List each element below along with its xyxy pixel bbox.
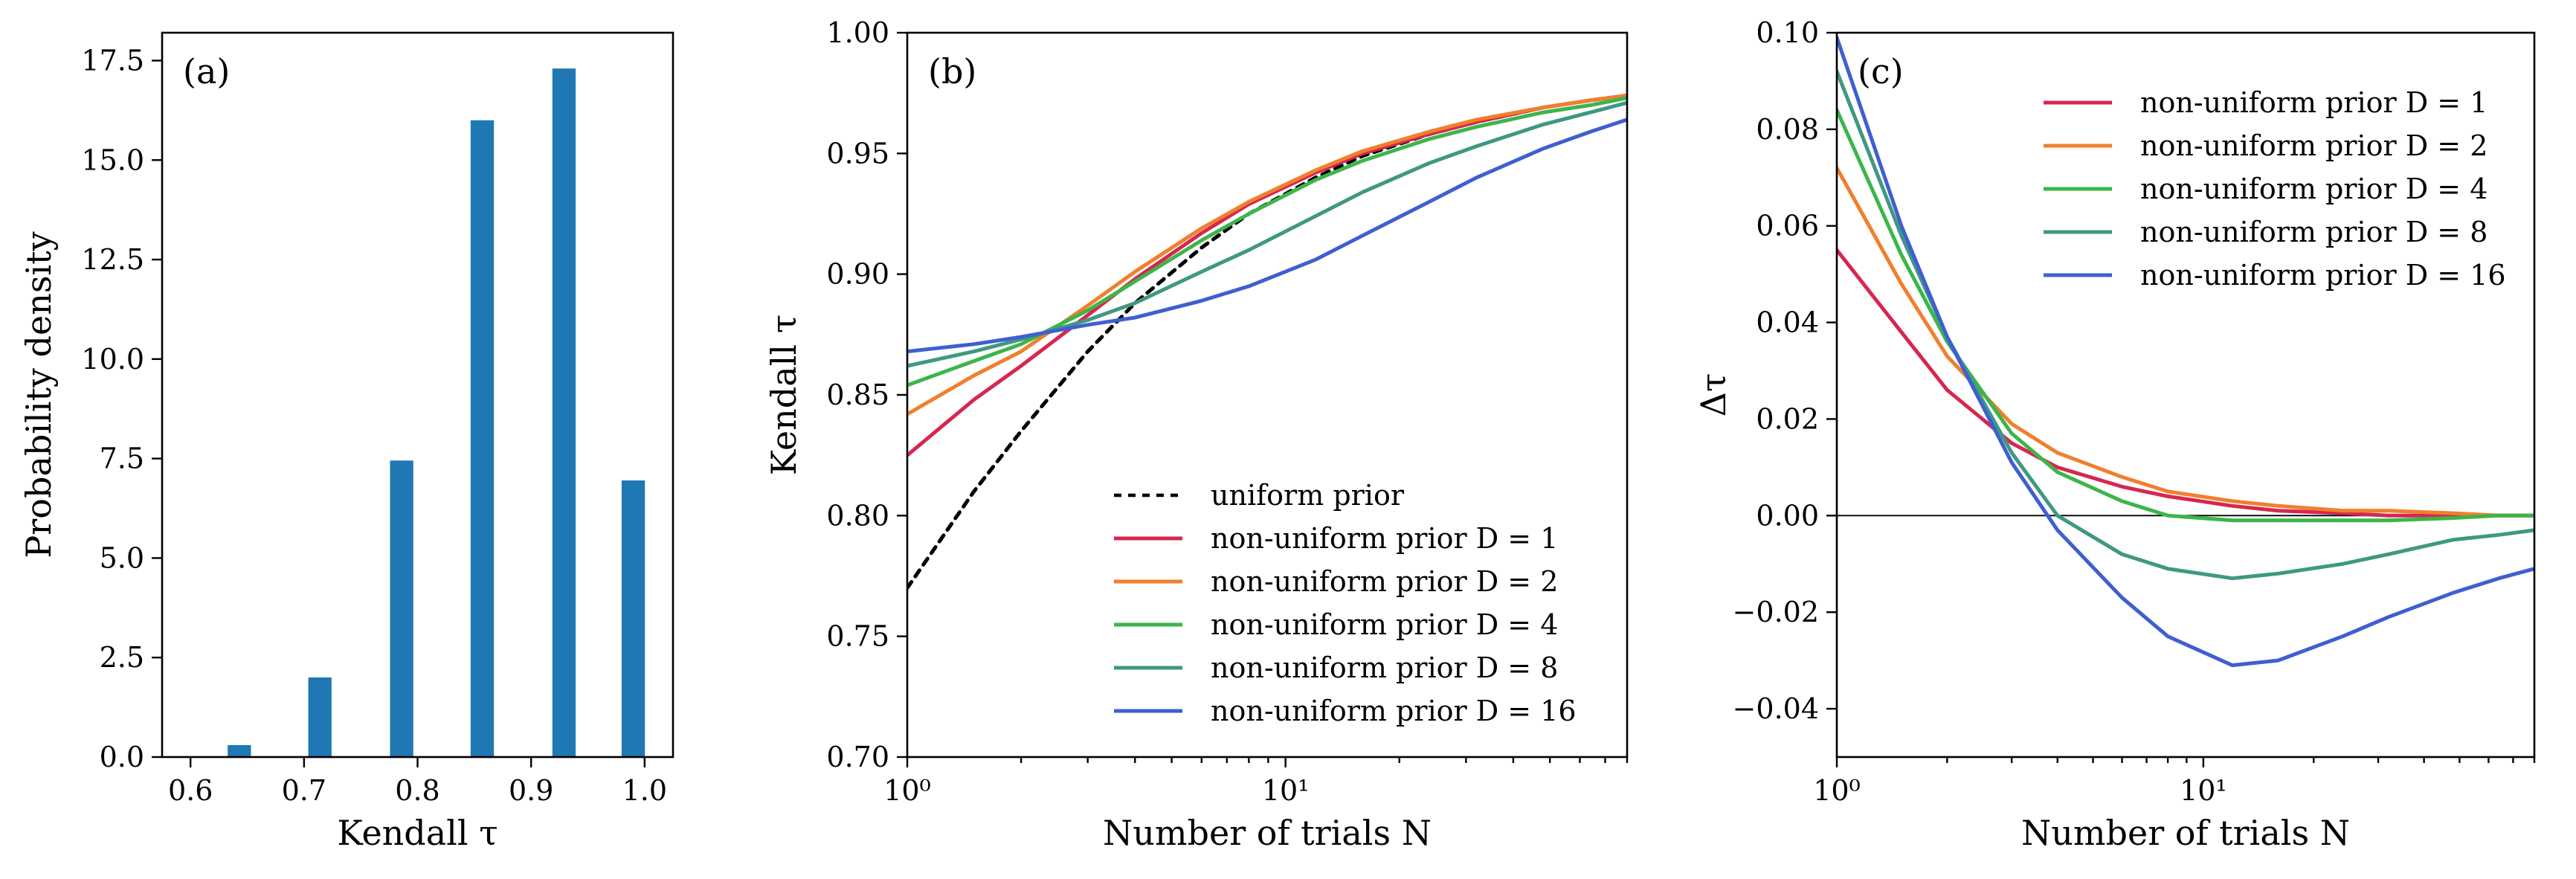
legend-label-non-uniform-prior-d-2: non-uniform prior D = 2 <box>2140 129 2488 162</box>
series-line-non-uniform-prior-d-2 <box>1837 166 2534 518</box>
y-tick-label: 0.90 <box>826 258 889 291</box>
panel-label: (b) <box>928 51 976 91</box>
legend: uniform prior non-uniform prior D = 1 non-… <box>1114 479 1577 727</box>
x-tick-label: 1.0 <box>622 774 667 807</box>
legend-label-uniform-prior: uniform prior <box>1211 479 1405 512</box>
x-tick-label: 0.9 <box>509 774 553 807</box>
y-tick-label: 0.85 <box>826 379 889 411</box>
panel-label: (c) <box>1858 51 1904 91</box>
series-line-non-uniform-prior-d-16 <box>907 117 1627 354</box>
series-line-non-uniform-prior-d-4 <box>907 96 1627 387</box>
bar-5 <box>552 68 576 757</box>
y-tick-label: 5.0 <box>100 541 144 574</box>
bar-6 <box>621 480 645 757</box>
y-tick-label: 0.0 <box>100 741 144 773</box>
plot-frame <box>161 31 674 759</box>
plot-frame <box>1835 31 2536 759</box>
series-line-non-uniform-prior-d-8 <box>907 100 1627 368</box>
x-tick-label: 0.8 <box>395 774 439 807</box>
y-axis-title: Probability density <box>19 231 59 558</box>
series-line-non-uniform-prior-d-1 <box>907 93 1627 457</box>
bar-3 <box>390 460 413 757</box>
y-tick-label: 17.5 <box>81 44 144 77</box>
x-tick-label: 0.7 <box>282 774 326 807</box>
legend-label-non-uniform-prior-d-1: non-uniform prior D = 1 <box>2140 86 2488 119</box>
series-line-non-uniform-prior-d-2 <box>907 93 1627 416</box>
y-tick-label: 7.5 <box>100 442 144 475</box>
y-tick-label: 0.80 <box>826 499 889 532</box>
y-axis-title: Δτ <box>1693 373 1733 417</box>
legend-label-non-uniform-prior-d-4: non-uniform prior D = 4 <box>2140 173 2488 205</box>
legend: non-uniform prior D = 1 non-uniform prior… <box>2044 86 2506 292</box>
x-tick-label: 10⁰ <box>1813 774 1861 807</box>
y-axis-title: Kendall τ <box>764 315 804 475</box>
series-line-non-uniform-prior-d-4 <box>1837 108 2534 523</box>
panel-label: (a) <box>183 51 230 91</box>
x-axis-title: Kendall τ <box>337 813 498 853</box>
y-tick-label: 0.70 <box>826 741 889 773</box>
legend-label-non-uniform-prior-d-16: non-uniform prior D = 16 <box>1211 695 1577 727</box>
bar-1 <box>228 744 251 757</box>
y-tick-label: 0.00 <box>1756 499 1819 532</box>
y-tick-label: 0.08 <box>1756 113 1819 146</box>
y-tick-label: 12.5 <box>81 243 144 276</box>
y-tick-label: 0.06 <box>1756 210 1819 242</box>
series-line-non-uniform-prior-d-1 <box>1837 248 2534 518</box>
legend-label-non-uniform-prior-d-1: non-uniform prior D = 1 <box>1211 522 1558 555</box>
chart-panel-1: 0.6 0.7 0.8 0.9 1.0 0.0 2.5 5.0 7.5 10.0 12.5 15.0 1… <box>19 31 674 853</box>
bar-2 <box>308 677 332 757</box>
y-tick-label: 0.75 <box>826 620 889 653</box>
y-tick-label: 0.04 <box>1756 306 1819 339</box>
x-axis-title: Number of trials N <box>1103 813 1432 853</box>
chart-panel-3: 10⁰ 10¹ −0.04 −0.02 0.00 0.02 0.04 0.06 0.08 0.10… <box>1693 16 2536 853</box>
chart-panel-2: 10⁰ 10¹ 0.70 0.75 0.80 0.85 0.90 0.95 1.00 Number… <box>764 16 1629 853</box>
x-axis-title: Number of trials N <box>2021 813 2350 853</box>
legend-label-non-uniform-prior-d-2: non-uniform prior D = 2 <box>1211 565 1558 598</box>
y-tick-label: 2.5 <box>100 641 144 674</box>
x-tick-label: 10¹ <box>1262 774 1310 807</box>
legend-label-non-uniform-prior-d-8: non-uniform prior D = 8 <box>2140 216 2488 248</box>
legend-label-non-uniform-prior-d-16: non-uniform prior D = 16 <box>2140 259 2506 292</box>
x-tick-label: 0.6 <box>168 774 213 807</box>
series-line-non-uniform-prior-d-16 <box>1837 36 2534 668</box>
y-tick-label: 0.10 <box>1756 16 1819 49</box>
x-tick-label: 10⁰ <box>883 774 931 807</box>
legend-label-non-uniform-prior-d-8: non-uniform prior D = 8 <box>1211 651 1558 684</box>
bar-4 <box>470 120 495 757</box>
y-tick-label: 0.02 <box>1756 402 1819 435</box>
x-tick-label: 10¹ <box>2180 774 2227 807</box>
y-tick-label: 0.95 <box>826 137 889 170</box>
y-tick-label: 1.00 <box>826 16 889 49</box>
y-tick-label: 10.0 <box>81 343 144 376</box>
plot-frame <box>906 31 1629 759</box>
y-tick-label: −0.04 <box>1733 692 1819 725</box>
y-tick-label: 15.0 <box>81 144 144 176</box>
y-tick-label: −0.02 <box>1733 596 1819 628</box>
legend-label-non-uniform-prior-d-4: non-uniform prior D = 4 <box>1211 608 1558 641</box>
